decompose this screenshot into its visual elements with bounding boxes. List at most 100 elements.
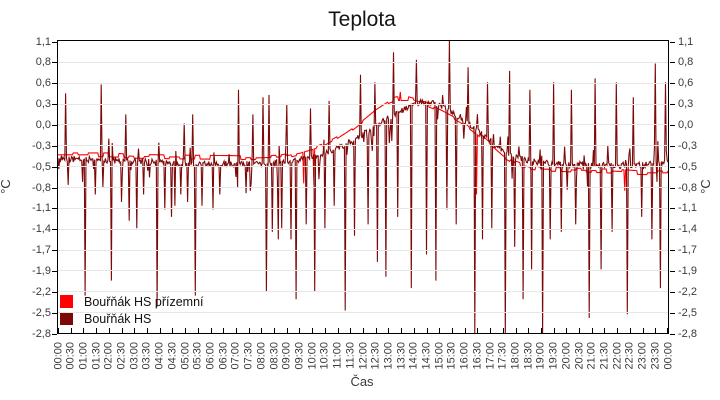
- y-tick-label-left: 0,3: [35, 98, 51, 110]
- x-tick-label: 16:00: [458, 342, 471, 370]
- y-axis-label-left: °C: [0, 179, 13, 194]
- y-tick-left: [52, 42, 57, 43]
- x-axis-label: Čas: [350, 374, 374, 389]
- x-tick: [172, 328, 173, 333]
- x-tick-label: 10:30: [318, 342, 331, 370]
- x-tick: [477, 328, 478, 333]
- x-tick-label: 00:00: [52, 342, 64, 370]
- x-tick-label: 14:00: [407, 342, 420, 370]
- x-tick-label: 03:00: [128, 342, 141, 370]
- plot-area: Bouřňák HS přízemní Bouřňák HS: [57, 40, 669, 334]
- x-tick: [109, 328, 110, 333]
- y-tick-label-left: -1,7: [32, 244, 51, 256]
- x-tick: [579, 328, 580, 333]
- series-lines: [58, 41, 668, 333]
- y-gridline: [58, 187, 668, 188]
- x-tick: [71, 328, 72, 333]
- x-tick: [134, 328, 135, 333]
- y-tick-label-right: -2,5: [678, 307, 697, 319]
- x-tick: [667, 328, 668, 333]
- x-tick: [223, 328, 224, 333]
- y-tick-right: [670, 104, 675, 105]
- y-tick-right: [670, 313, 675, 314]
- x-tick: [96, 328, 97, 333]
- legend: Bouřňák HS přízemní Bouřňák HS: [60, 293, 204, 327]
- x-tick-label: 07:30: [242, 342, 255, 370]
- y-tick-left: [52, 334, 57, 335]
- x-tick: [312, 328, 313, 333]
- y-tick-label-left: -2,8: [32, 328, 51, 340]
- x-tick: [566, 328, 567, 333]
- x-tick: [516, 328, 517, 333]
- x-tick: [465, 328, 466, 333]
- x-tick: [490, 328, 491, 333]
- x-tick-label: 02:00: [102, 342, 115, 370]
- x-tick: [350, 328, 351, 333]
- x-tick-label: 20:00: [560, 342, 573, 370]
- x-tick: [630, 328, 631, 333]
- legend-item: Bouřňák HS přízemní: [60, 293, 204, 310]
- y-tick-left: [52, 229, 57, 230]
- y-tick-label-right: -2,8: [678, 328, 697, 340]
- y-tick-left: [52, 188, 57, 189]
- y-tick-label-left: -2,5: [32, 307, 51, 319]
- x-tick: [147, 328, 148, 333]
- x-tick: [249, 328, 250, 333]
- y-tick-label-left: 0,6: [35, 77, 51, 89]
- y-gridline: [58, 208, 668, 209]
- x-tick-label: 16:30: [471, 342, 484, 370]
- x-tick-label: 08:00: [255, 342, 268, 370]
- x-tick-label: 17:00: [484, 342, 497, 370]
- y-tick-label-right: -0,8: [678, 182, 697, 194]
- chart-title: Teplota: [328, 8, 396, 31]
- x-tick-label: 07:00: [229, 342, 242, 370]
- y-tick-label-right: -1,1: [678, 202, 697, 214]
- x-tick-label: 19:00: [534, 342, 547, 370]
- y-tick-label-left: -0,8: [32, 182, 51, 194]
- y-tick-label-right: 0,6: [678, 77, 694, 89]
- x-tick: [503, 328, 504, 333]
- x-tick-label: 06:00: [204, 342, 217, 370]
- y-tick-label-right: 0,8: [678, 56, 694, 68]
- x-tick-label: 01:00: [77, 342, 90, 370]
- x-tick: [287, 328, 288, 333]
- y-gridline: [58, 250, 668, 251]
- x-tick-label: 23:00: [636, 342, 649, 370]
- y-tick-label-right: -1,9: [678, 265, 697, 277]
- x-tick-label: 18:30: [522, 342, 535, 370]
- y-tick-left: [52, 62, 57, 63]
- x-tick: [211, 328, 212, 333]
- y-tick-label-left: -0,3: [32, 140, 51, 152]
- x-tick-label: 00:30: [64, 342, 77, 370]
- y-tick-right: [670, 271, 675, 272]
- x-tick-label: 11:30: [344, 342, 357, 369]
- x-tick-label: 01:30: [90, 342, 103, 370]
- x-tick: [414, 328, 415, 333]
- y-tick-right: [670, 146, 675, 147]
- y-gridline: [58, 229, 668, 230]
- x-tick-label: 15:00: [433, 342, 446, 370]
- x-tick: [643, 328, 644, 333]
- y-gridline: [58, 83, 668, 84]
- y-tick-left: [52, 208, 57, 209]
- x-tick: [655, 328, 656, 333]
- y-gridline: [58, 62, 668, 63]
- legend-label: Bouřňák HS: [84, 311, 152, 326]
- x-tick-label: 09:30: [293, 342, 306, 370]
- y-tick-right: [670, 62, 675, 63]
- y-tick-label-right: -2,2: [678, 286, 697, 298]
- y-tick-label-right: -0,3: [678, 140, 697, 152]
- y-tick-right: [670, 125, 675, 126]
- x-tick-label: 03:30: [140, 342, 153, 370]
- y-tick-label-left: -1,4: [32, 223, 51, 235]
- x-tick: [401, 328, 402, 333]
- y-tick-label-right: 0,3: [678, 98, 694, 110]
- x-tick: [261, 328, 262, 333]
- y-tick-left: [52, 271, 57, 272]
- y-tick-right: [670, 167, 675, 168]
- y-tick-left: [52, 146, 57, 147]
- x-tick: [274, 328, 275, 333]
- x-tick: [185, 328, 186, 333]
- y-tick-right: [670, 83, 675, 84]
- y-gridline: [58, 124, 668, 125]
